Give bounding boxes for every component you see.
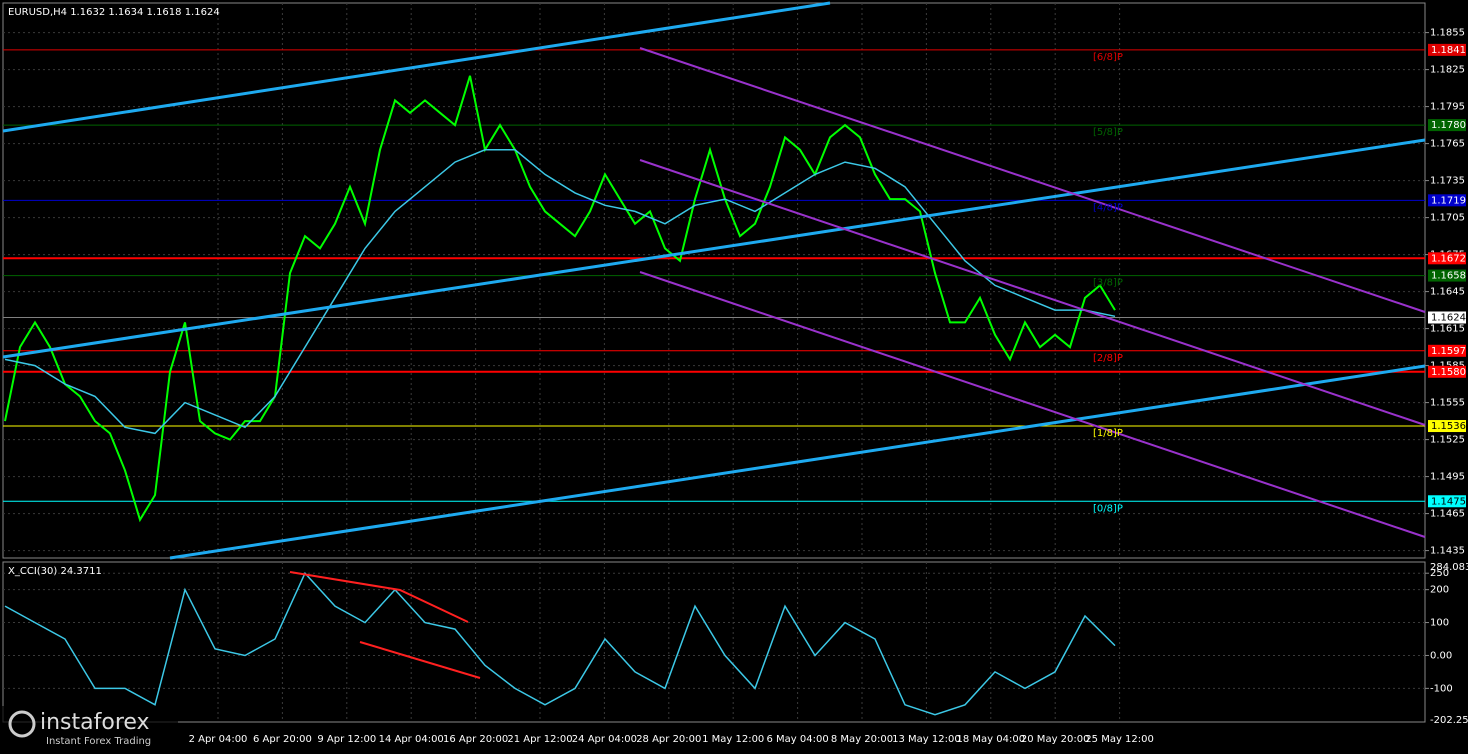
y-tick-label: 1.1735	[1430, 176, 1465, 187]
y-tick-label: 1.1855	[1430, 28, 1465, 39]
series-line	[4, 149, 1116, 435]
level-price: 1.1580	[1431, 367, 1466, 378]
y-tick-label: 1.1495	[1430, 472, 1465, 483]
y-tick-label: 1.1645	[1430, 287, 1465, 298]
brand: instaforex	[40, 710, 150, 735]
chart-title: EURUSD,H4 1.1632 1.1634 1.1618 1.1624	[8, 7, 220, 18]
level-name: [5/8]P	[1093, 127, 1123, 138]
level-price: 1.1780	[1431, 120, 1466, 131]
y-tick-label: 1.1795	[1430, 102, 1465, 113]
level-price: 1.1597	[1431, 346, 1466, 357]
series-line	[4, 75, 1116, 523]
divergence-line	[359, 641, 481, 679]
x-tick-label: 16 Apr 20:00	[443, 734, 508, 745]
x-tick-label: 28 Apr 20:00	[636, 734, 701, 745]
divergence-lines	[289, 571, 481, 679]
level-box	[1428, 420, 1466, 433]
x-tick-label: 18 May 04:00	[957, 734, 1026, 745]
watermark: instaforex Instant Forex Trading	[2, 706, 178, 750]
level-box	[1428, 344, 1466, 357]
level-price: 1.1475	[1431, 496, 1466, 507]
x-tick-label: 6 May 04:00	[766, 734, 828, 745]
level-name: [1/8]P	[1093, 428, 1123, 439]
regression-channel	[639, 47, 1426, 538]
indicator-title: X_CCI(30) 24.3711	[8, 566, 102, 577]
level-box	[1428, 194, 1466, 207]
y-tick-label: 100	[1430, 618, 1449, 629]
level-price: 1.1719	[1431, 195, 1466, 206]
x-tick-label: 20 May 20:00	[1021, 734, 1090, 745]
x-tick-label: 2 Apr 04:00	[189, 734, 248, 745]
y-tick-label: -100	[1430, 683, 1453, 694]
channel-line	[639, 159, 1426, 426]
level-name: [3/8]P	[1093, 278, 1123, 289]
x-tick-label: 13 May 12:00	[892, 734, 961, 745]
x-tick-label: 25 May 12:00	[1085, 734, 1154, 745]
level-name: [4/8]P	[1093, 202, 1123, 213]
watermark-bg	[2, 706, 178, 750]
cci-frame	[2, 561, 1426, 723]
logo-icon	[8, 710, 36, 738]
y-tick-label: 1.1435	[1430, 546, 1465, 557]
level-name: [6/8]P	[1093, 52, 1123, 63]
level-price: 1.1672	[1431, 253, 1466, 264]
main-frame	[2, 2, 1426, 559]
x-tick-label: 6 Apr 20:00	[253, 734, 312, 745]
level-box	[1428, 311, 1466, 324]
level-box	[1428, 252, 1466, 265]
x-tick-label: 14 Apr 04:00	[379, 734, 444, 745]
channel-line	[639, 47, 1426, 313]
channel-line	[2, 138, 1426, 359]
level-price: 1.1841	[1431, 45, 1466, 56]
level-box	[1428, 119, 1466, 132]
level-name: [2/8]P	[1093, 353, 1123, 364]
x-tick-label: 21 Apr 12:00	[507, 734, 572, 745]
channel-line	[169, 364, 1426, 560]
y-tick-label: 200	[1430, 585, 1449, 596]
y-tick-label: 1.1465	[1430, 509, 1465, 520]
channel-line	[2, 1, 831, 133]
level-box	[1428, 269, 1466, 282]
y-tick-label: 1.1615	[1430, 324, 1465, 335]
y-tick-label: 250	[1430, 568, 1449, 579]
x-tick-label: 9 Apr 12:00	[317, 734, 376, 745]
y-tick-label: 1.1825	[1430, 65, 1465, 76]
x-tick-label: 8 May 20:00	[831, 734, 893, 745]
y-tick-label: 0.00	[1430, 650, 1452, 661]
tagline: Instant Forex Trading	[46, 736, 151, 747]
y-limit-label: 284.0839	[1430, 562, 1468, 573]
y-tick-label: 1.1705	[1430, 213, 1465, 224]
layers	[3, 3, 1429, 722]
labels: 1.1855 1.1825 1.1795 1.1765 1.1735 1.1705 1.16…	[189, 28, 1468, 745]
x-tick-label: 24 Apr 04:00	[572, 734, 637, 745]
x-tick-label: 1 May 12:00	[702, 734, 764, 745]
level-box	[1428, 495, 1466, 508]
channel-line	[639, 271, 1426, 538]
level-box	[1428, 365, 1466, 378]
divergence-line	[289, 571, 469, 623]
y-tick-label: 1.1765	[1430, 139, 1465, 150]
y-tick-label: 1.1525	[1430, 435, 1465, 446]
level-box	[1428, 43, 1466, 56]
level-price: 1.1658	[1431, 271, 1466, 282]
level-name: [0/8]P	[1093, 503, 1123, 514]
y-limit-label: -202.256	[1430, 715, 1468, 726]
level-price: 1.1624	[1431, 313, 1466, 324]
y-tick-label: 1.1555	[1430, 398, 1465, 409]
trend-lines	[2, 1, 1426, 560]
level-price: 1.1536	[1431, 421, 1466, 432]
series-line	[4, 571, 1116, 716]
